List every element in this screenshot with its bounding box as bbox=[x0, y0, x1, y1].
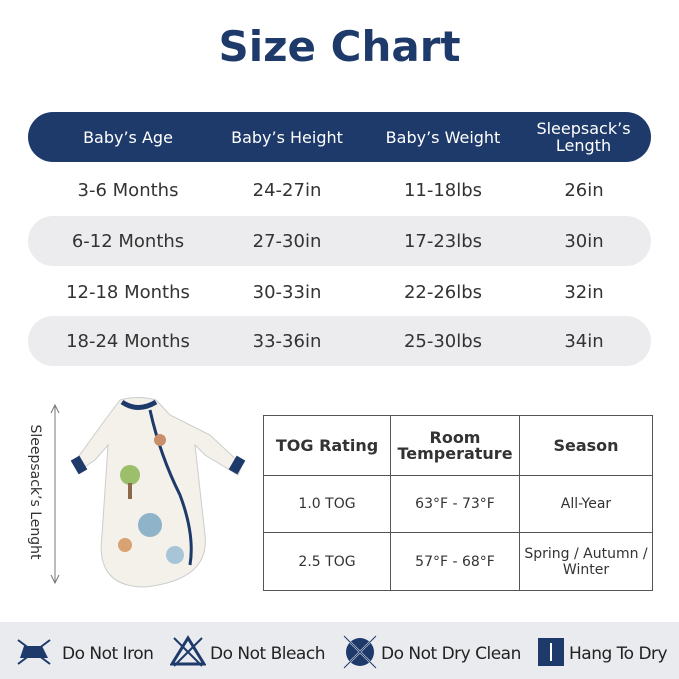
care-icon bbox=[170, 635, 206, 667]
care-icon bbox=[343, 635, 377, 669]
care-label: Do Not Bleach bbox=[210, 644, 325, 664]
table-cell: 34in bbox=[564, 330, 604, 352]
care-label: Do Not Iron bbox=[62, 644, 154, 664]
side-label: Sleepsack’s Lenght bbox=[27, 424, 43, 560]
care-icon bbox=[17, 639, 51, 665]
table-cell: 6-12 Months bbox=[71, 230, 185, 252]
tog-table: TOG Rating Room Temperature Season 1.0 TOG 6… bbox=[263, 415, 653, 591]
tog-header-cell: TOG Rating bbox=[263, 415, 391, 476]
row-band bbox=[28, 216, 651, 266]
table-cell: 3-6 Months bbox=[77, 179, 179, 201]
tog-cell: 2.5 TOG bbox=[263, 532, 391, 591]
table-cell: 17-23lbs bbox=[403, 230, 483, 252]
table-cell: 24-27in bbox=[252, 179, 322, 201]
table-cell: 30in bbox=[564, 230, 604, 252]
tog-header-cell: Room Temperature bbox=[390, 415, 520, 476]
table-cell: 27-30in bbox=[252, 230, 322, 252]
care-label: Hang To Dry bbox=[569, 644, 668, 664]
care-icon bbox=[538, 638, 564, 666]
table-cell: 11-18lbs bbox=[403, 179, 483, 201]
tog-row: 1.0 TOG 63°F - 73°F All-Year bbox=[263, 475, 653, 533]
header-cell: Baby’s Height bbox=[231, 127, 343, 147]
tog-cell: 57°F - 68°F bbox=[390, 532, 520, 591]
tog-cell: 1.0 TOG bbox=[263, 475, 391, 533]
table-cell: 30-33in bbox=[252, 281, 322, 303]
table-cell: 12-18 Months bbox=[66, 281, 190, 303]
table-cell: 25-30lbs bbox=[403, 330, 483, 352]
table-cell: 32in bbox=[564, 281, 604, 303]
tog-header-cell: Season bbox=[519, 415, 653, 476]
sleepsack-illustration bbox=[50, 397, 246, 588]
tog-row: 2.5 TOG 57°F - 68°F Spring / Autumn / Wint… bbox=[263, 532, 653, 591]
tog-cell: 63°F - 73°F bbox=[390, 475, 520, 533]
tog-cell: All-Year bbox=[519, 475, 653, 533]
table-cell: 22-26lbs bbox=[403, 281, 483, 303]
tog-header-row: TOG Rating Room Temperature Season bbox=[263, 415, 653, 476]
title: Size Chart bbox=[218, 22, 461, 71]
header-cell: Baby’s Age bbox=[83, 127, 173, 147]
header-band bbox=[28, 112, 651, 162]
row-band bbox=[28, 316, 651, 366]
care-bar: Do Not Iron Do Not Bleach Do Not Dry Clean… bbox=[0, 622, 679, 679]
table-cell: 33-36in bbox=[252, 330, 322, 352]
table-cell: 26in bbox=[564, 179, 604, 201]
tog-cell: Spring / Autumn / Winter bbox=[519, 532, 653, 591]
header-cell: Sleepsack’s Length bbox=[536, 119, 631, 155]
table-cell: 18-24 Months bbox=[66, 330, 190, 352]
header-cell: Baby’s Weight bbox=[385, 127, 501, 147]
care-label: Do Not Dry Clean bbox=[381, 644, 521, 664]
